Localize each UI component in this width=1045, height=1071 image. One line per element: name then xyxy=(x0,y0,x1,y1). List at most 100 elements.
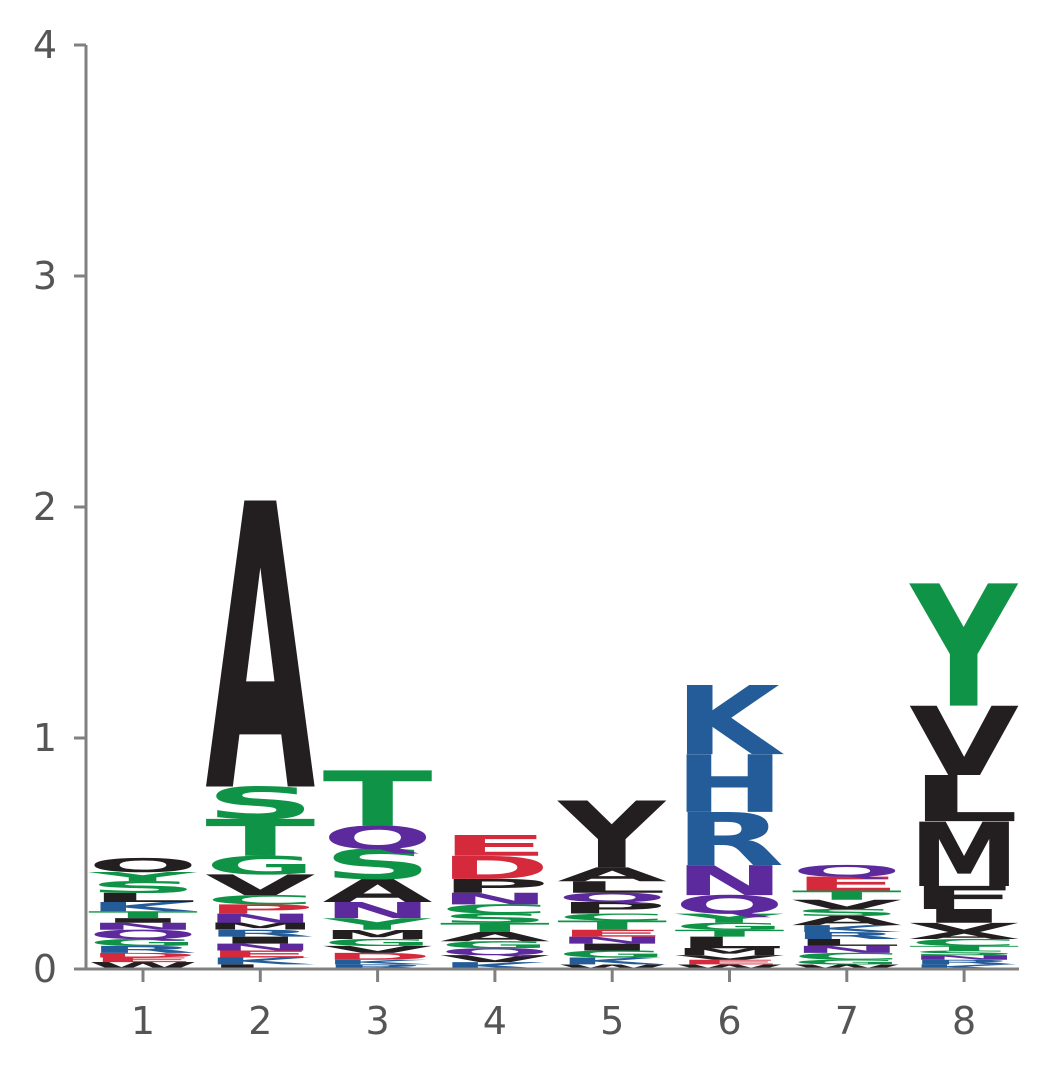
logo-letter: S xyxy=(88,878,198,897)
x-tick-label: 2 xyxy=(248,999,272,1043)
logo-letter: K xyxy=(88,899,198,914)
x-ticks: 1 2 3 4 5 6 7 8 xyxy=(131,969,976,1043)
logo-letter: N xyxy=(88,921,198,932)
logo-letter: G xyxy=(88,937,198,948)
logo-letter: G xyxy=(323,937,433,948)
logo-letter: F xyxy=(909,880,1019,917)
logo-letter: P xyxy=(205,902,315,917)
y-tick-label: 3 xyxy=(33,254,57,298)
logo-letter: H xyxy=(675,738,785,831)
logo-letter: C xyxy=(909,937,1019,948)
logo-letter: K xyxy=(323,959,433,966)
logo-letter: S xyxy=(323,841,433,889)
logo-letter: T xyxy=(323,755,433,844)
x-tick-label: 3 xyxy=(366,999,390,1043)
logo-letter: V xyxy=(440,953,550,964)
logo-letter: I xyxy=(205,935,315,946)
logo-letter: P xyxy=(440,875,550,897)
logo-letter: E xyxy=(675,958,785,965)
logo-letter: W xyxy=(675,963,785,970)
logo-letter: Y xyxy=(87,869,198,884)
logo-letter: Q xyxy=(792,862,902,881)
logo-letter: I xyxy=(88,917,198,924)
logo-letter: W xyxy=(557,963,667,970)
logo-letter: V xyxy=(792,897,902,912)
logo-letter: E xyxy=(792,873,902,895)
logo-letter: A xyxy=(792,913,902,928)
logo-letter: E xyxy=(88,956,198,963)
logo-letter: V xyxy=(909,688,1019,798)
logo-letter: O xyxy=(88,854,198,876)
logo-letter: N xyxy=(675,857,785,905)
logo-letter: G xyxy=(557,949,667,960)
logo-letter: L xyxy=(88,890,198,905)
logo-letter: Y xyxy=(909,551,1019,746)
logo-letter: N xyxy=(440,890,550,908)
logo-letter: R xyxy=(323,963,433,970)
logo-letter: Q xyxy=(675,890,785,920)
logo-letter: G xyxy=(792,959,902,966)
logo-letter: Y xyxy=(321,915,432,934)
logo-letter: M xyxy=(909,804,1019,907)
logo-letter: A xyxy=(909,930,1019,941)
logo-letter: D xyxy=(440,850,550,887)
logo-letter: C xyxy=(792,951,902,962)
logo-letter: T xyxy=(557,918,667,933)
x-tick-label: 4 xyxy=(483,999,507,1043)
letter-stacks: WEDRGQNITKLSYOLKENIRMNPCVGTSARKDVGMYNASQ… xyxy=(87,422,1020,971)
logo-letter: T xyxy=(205,809,315,868)
logo-letter: R xyxy=(909,958,1019,965)
logo-letter: R xyxy=(675,798,785,883)
logo-letter: R xyxy=(88,944,198,955)
x-tick-label: 7 xyxy=(835,999,859,1043)
logo-letter: N xyxy=(909,954,1019,961)
logo-letter: I xyxy=(909,905,1019,927)
logo-letter: V xyxy=(205,869,315,902)
logo-letter: Q xyxy=(323,820,433,857)
logo-letter: T xyxy=(792,888,902,903)
logo-letter: K xyxy=(557,956,667,967)
logo-letter: A xyxy=(557,864,667,886)
logo-letter: W xyxy=(88,960,198,971)
logo-letter: S xyxy=(440,911,550,926)
logo-letter: P xyxy=(557,899,667,917)
logo-letter: L xyxy=(909,762,1019,836)
x-tick-label: 8 xyxy=(952,999,976,1043)
logo-letter: G xyxy=(205,851,315,880)
x-tick-label: 6 xyxy=(717,999,741,1043)
x-tick-label: 1 xyxy=(131,999,155,1043)
logo-letter: M xyxy=(675,946,785,957)
logo-letter: D xyxy=(88,952,198,959)
logo-letter: T xyxy=(440,920,550,935)
logo-letter: C xyxy=(440,902,550,917)
logo-letter: A xyxy=(205,422,316,879)
logo-letter: N xyxy=(557,935,667,946)
logo-letter: S xyxy=(205,778,315,830)
logo-letter: C xyxy=(205,893,315,908)
y-tick-label: 2 xyxy=(33,485,57,529)
logo-letter: V xyxy=(675,954,785,961)
logo-letter: V xyxy=(323,944,433,955)
logo-letter: T xyxy=(675,928,785,939)
logo-letter: I xyxy=(557,942,667,953)
logo-letter: L xyxy=(675,933,785,951)
logo-letter: L xyxy=(205,963,315,970)
logo-letter: M xyxy=(323,927,433,942)
logo-letter: L xyxy=(792,937,902,948)
logo-letter: K xyxy=(909,963,1019,970)
logo-letter: R xyxy=(205,928,315,939)
logo-letter: S xyxy=(909,949,1019,956)
logo-letter: T xyxy=(909,945,1019,952)
logo-letter: N xyxy=(205,942,315,953)
x-tick-label: 5 xyxy=(600,999,624,1043)
logo-letter: Q xyxy=(88,927,198,942)
logo-letter: K xyxy=(792,923,902,934)
logo-letter: C xyxy=(557,912,667,923)
logo-letter: E xyxy=(557,928,667,939)
